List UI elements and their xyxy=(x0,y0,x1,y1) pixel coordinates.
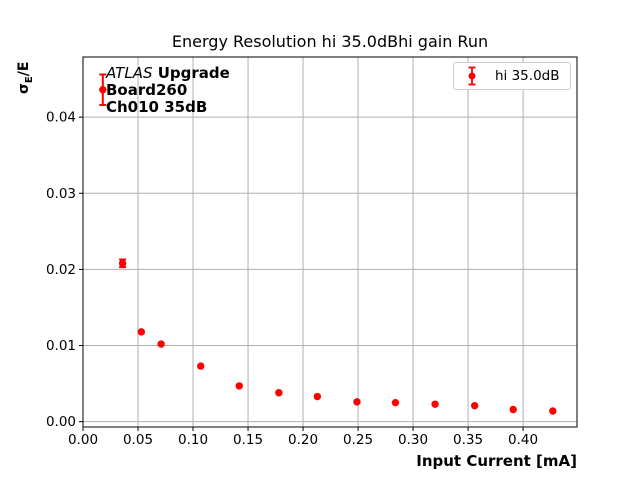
y-tick-label: 0.02 xyxy=(46,262,76,278)
data-point xyxy=(391,398,400,407)
annotation-upgrade-label: Upgrade xyxy=(157,64,230,82)
annotation-line-1: ATLAS Upgrade xyxy=(106,65,230,82)
x-tick-label: 0.30 xyxy=(398,432,428,448)
x-tick-label: 0.35 xyxy=(453,432,483,448)
y-axis-label: σE/E xyxy=(16,62,35,94)
x-tick-label: 0.05 xyxy=(123,432,153,448)
data-point xyxy=(235,382,243,390)
annotation-line-3: Ch010 35dB xyxy=(106,98,208,116)
y-axis-label-sigma: σ xyxy=(16,83,32,94)
legend: hi 35.0dB xyxy=(453,62,571,90)
data-point xyxy=(353,398,361,406)
annotation: ATLAS Upgrade Board260 Ch010 35dB xyxy=(106,65,230,116)
data-point xyxy=(137,328,146,336)
x-tick-label: 0.25 xyxy=(343,432,373,448)
x-tick-label: 0.40 xyxy=(508,432,538,448)
data-point xyxy=(313,392,322,401)
legend-errorbar-icon xyxy=(468,66,476,86)
chart-title: Energy Resolution hi 35.0dBhi gain Run xyxy=(171,32,489,51)
data-point xyxy=(549,407,557,415)
y-axis-label-subscript: E xyxy=(23,76,35,84)
x-tick-label: 0.10 xyxy=(178,432,208,448)
data-point xyxy=(509,405,517,414)
y-tick-label: 0.01 xyxy=(46,338,76,354)
legend-label: hi 35.0dB xyxy=(495,68,560,84)
annotation-line-2: Board260 xyxy=(106,81,188,99)
data-point xyxy=(431,400,439,408)
data-point xyxy=(197,362,205,370)
x-tick-label: 0.00 xyxy=(68,432,98,448)
y-axis-label-rest: /E xyxy=(16,61,32,77)
data-point xyxy=(118,259,127,268)
data-point xyxy=(275,389,283,397)
x-axis-label: Input Current [mA] xyxy=(416,452,577,470)
x-tick-label: 0.20 xyxy=(288,432,318,448)
data-point xyxy=(470,401,479,410)
y-tick-label: 0.00 xyxy=(46,414,76,430)
data-point xyxy=(157,340,165,348)
y-tick-label: 0.03 xyxy=(46,186,76,202)
plot-border xyxy=(82,56,578,428)
data-point xyxy=(99,86,107,94)
x-tick-label: 0.15 xyxy=(233,432,263,448)
y-tick-label: 0.04 xyxy=(46,110,76,126)
annotation-experiment-name: ATLAS xyxy=(106,64,153,82)
